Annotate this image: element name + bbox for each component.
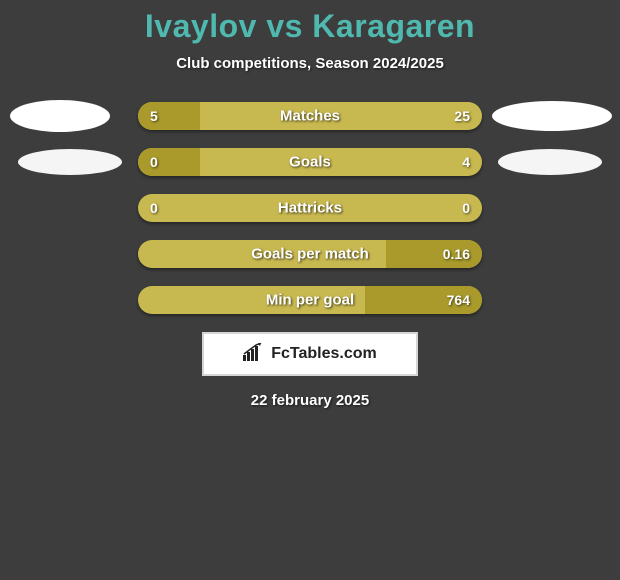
stat-label: Min per goal	[266, 292, 354, 309]
stat-label: Hattricks	[278, 200, 342, 217]
stat-bar: 764 Min per goal	[138, 286, 482, 314]
date-line: 22 february 2025	[0, 392, 620, 409]
stats-container: 5 25 Matches 0 4 Goals 0 0 Hattricks 0.16 Goals pe…	[0, 102, 620, 314]
logo-content: FcTables.com	[243, 343, 377, 366]
stat-value-left: 5	[150, 108, 158, 124]
logo-text: FcTables.com	[271, 345, 377, 363]
player-badge-left	[10, 100, 110, 132]
stat-value-left: 0	[150, 200, 158, 216]
stat-row: 5 25 Matches	[0, 102, 620, 130]
bar-fill-left	[138, 102, 200, 130]
stat-value-right: 0	[462, 200, 470, 216]
stat-row: 0.16 Goals per match	[0, 240, 620, 268]
stat-bar: 0 4 Goals	[138, 148, 482, 176]
stat-value-right: 764	[447, 292, 470, 308]
stat-row: 0 4 Goals	[0, 148, 620, 176]
stat-bar: 0 0 Hattricks	[138, 194, 482, 222]
stat-label: Goals	[289, 154, 331, 171]
player-badge-right	[498, 149, 602, 175]
stat-value-right: 0.16	[443, 246, 470, 262]
stat-row: 764 Min per goal	[0, 286, 620, 314]
stat-label: Matches	[280, 108, 340, 125]
player-badge-left	[18, 149, 122, 175]
stat-value-right: 25	[454, 108, 470, 124]
stat-value-right: 4	[462, 154, 470, 170]
bar-fill-left	[138, 148, 200, 176]
logo-box: FcTables.com	[202, 332, 418, 376]
stat-bar: 0.16 Goals per match	[138, 240, 482, 268]
page-title: Ivaylov vs Karagaren	[0, 0, 620, 45]
stat-value-left: 0	[150, 154, 158, 170]
stat-bar: 5 25 Matches	[138, 102, 482, 130]
subtitle: Club competitions, Season 2024/2025	[0, 55, 620, 72]
player-badge-right	[492, 101, 612, 131]
chart-icon	[243, 343, 265, 366]
stat-row: 0 0 Hattricks	[0, 194, 620, 222]
stat-label: Goals per match	[251, 246, 369, 263]
